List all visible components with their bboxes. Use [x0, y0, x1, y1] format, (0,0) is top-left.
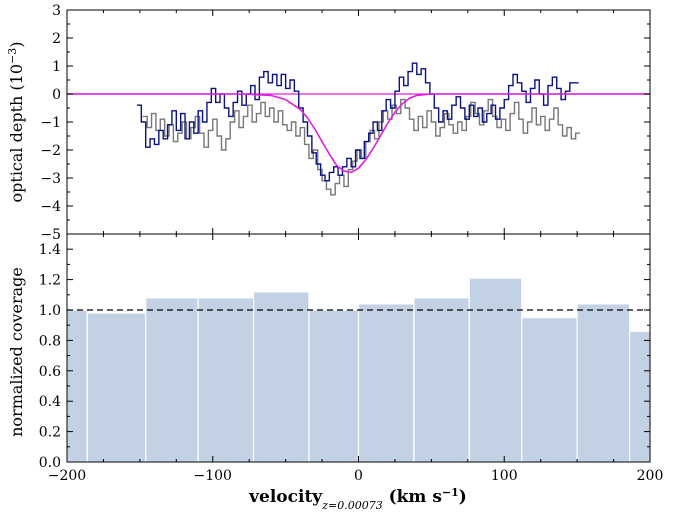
x-axis-label-units-close: ) [459, 487, 467, 507]
bottom-ylabel: normalized coverage [7, 267, 26, 437]
gaussian-fit-curve [67, 93, 650, 174]
x-axis-label: velocityz=0.00073 (km s−1) [248, 486, 467, 512]
x-axis-label-subscript: z=0.00073 [321, 499, 383, 512]
top-ytick-label: 1 [52, 59, 61, 75]
top-ylabel-exponent: −3 [6, 48, 19, 64]
bottom-ytick-label: 1.0 [39, 303, 61, 319]
top-ytick-label: 0 [52, 87, 61, 103]
coverage-bar-11 [628, 330, 651, 463]
top-ytick-label: −1 [40, 115, 61, 131]
top-ytick-label: −4 [40, 199, 61, 215]
x-axis-label-main: velocity [248, 487, 323, 507]
top-panel-frame [66, 9, 651, 235]
x-axis-label-units-exponent: −1 [442, 486, 459, 499]
bottom-ytick-label: 0.8 [39, 333, 61, 349]
optical-depth-gray-series [142, 98, 581, 196]
xtick-label: −100 [194, 468, 232, 484]
top-ytick-label: −3 [40, 171, 61, 187]
coverage-bar-2 [145, 297, 199, 463]
coverage-bar-8 [468, 277, 523, 463]
top-ylabel-close: ) [7, 42, 26, 48]
bottom-ytick-label: 0.4 [39, 394, 61, 410]
coverage-bar-9 [521, 317, 578, 463]
bottom-panel: 0.0 0.2 0.4 0.6 0.8 1.0 1.2 1.4 −200 −100 0 100 200 [39, 10, 664, 484]
xtick-label: 200 [637, 468, 664, 484]
top-ytick-label: −2 [40, 143, 61, 159]
top-ytick-label: −5 [40, 227, 61, 243]
optical-depth-navy-series [136, 62, 579, 182]
coverage-bar-0 [66, 309, 89, 463]
coverage-bar-3 [197, 297, 255, 463]
coverage-bar-6 [357, 303, 415, 463]
top-ytick-label: 3 [52, 3, 61, 19]
coverage-bar-7 [413, 297, 470, 463]
coverage-bar-4 [252, 291, 310, 463]
bottom-ytick-label: 1.4 [39, 242, 61, 258]
xtick-label: 0 [354, 468, 363, 484]
top-ytick-label: 2 [52, 31, 61, 47]
bottom-ytick-label: 0.6 [39, 364, 61, 380]
xtick-label: −200 [48, 468, 86, 484]
x-axis-label-units: (km s [383, 487, 442, 507]
top-panel: −5 −4 −3 −2 −1 0 1 2 3 [40, 3, 651, 243]
bottom-ytick-label: 0.0 [39, 455, 61, 471]
bottom-ytick-label: 0.2 [39, 425, 61, 441]
coverage-bar-1 [86, 312, 147, 463]
top-ylabel-main: optical depth (10 [7, 64, 26, 203]
xtick-label: 100 [491, 468, 518, 484]
coverage-bar-5 [308, 309, 360, 463]
bottom-ytick-label: 1.2 [39, 273, 61, 289]
top-ylabel: optical depth (10−3) [6, 42, 27, 203]
coverage-bar-10 [576, 303, 631, 463]
